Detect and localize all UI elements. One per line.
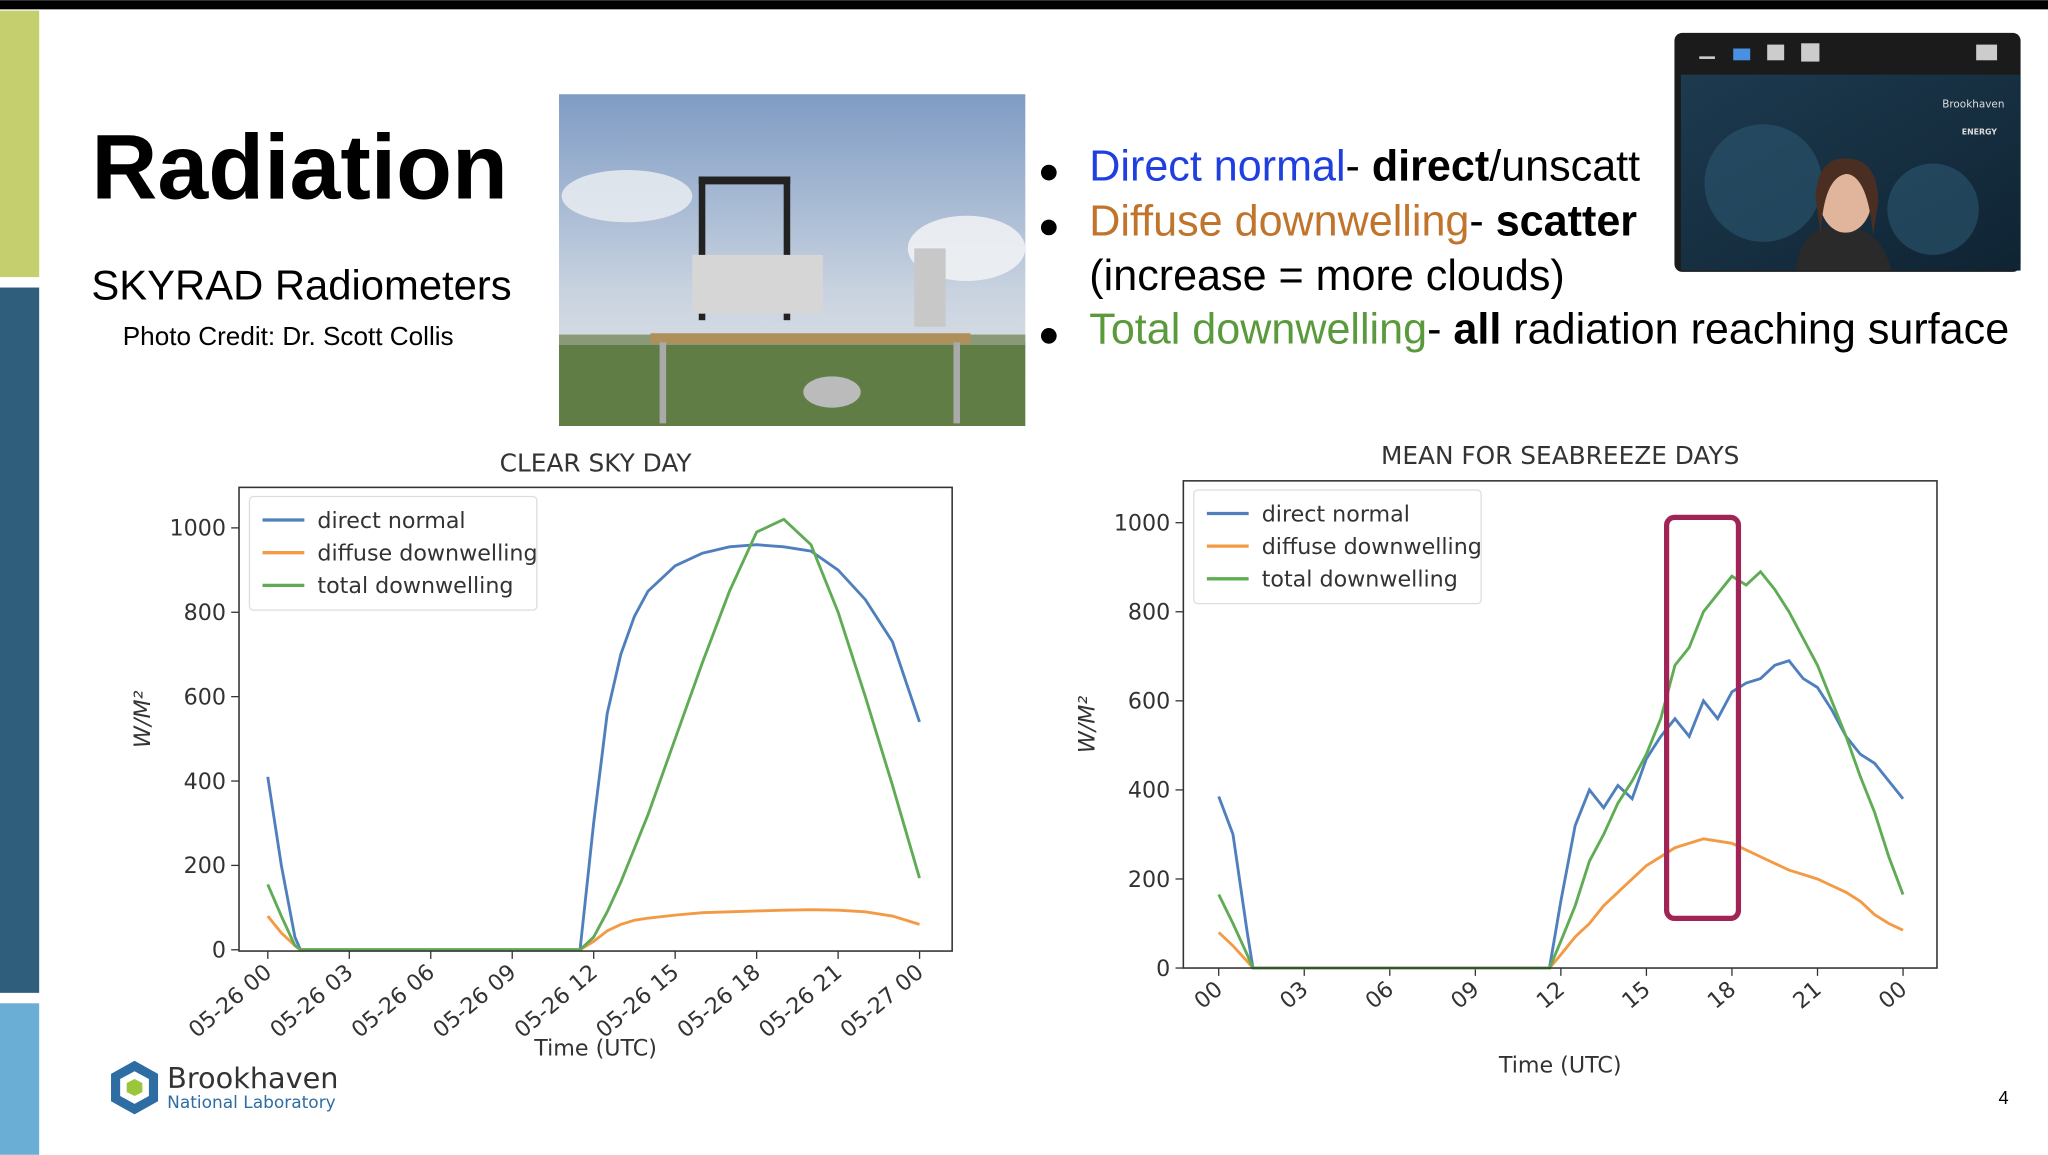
y-tick-label: 1000	[1114, 511, 1170, 537]
bullet: Direct normal- direct/unscatt	[1089, 142, 1640, 190]
plot-frame	[1182, 480, 1938, 969]
legend-label: diffuse downwelling	[1262, 534, 1482, 560]
logo: Brookhaven National Laboratory	[111, 1060, 339, 1115]
x-axis-label: Time (UTC)	[1498, 1053, 1622, 1079]
series-line	[266, 517, 921, 952]
y-axis-label: W/M²	[1075, 696, 1101, 754]
bullet-segment: direct	[1372, 142, 1489, 190]
credit: Photo Credit: Dr. Scott Collis	[123, 321, 454, 351]
y-tick-label: 0	[212, 938, 226, 964]
x-tick-label: 00	[1874, 976, 1912, 1014]
y-axis-label: W/M²	[130, 690, 156, 748]
x-tick-label: 05-26 00	[184, 959, 277, 1043]
bullet: Diffuse downwelling- scatter	[1089, 197, 1637, 245]
side-bar	[0, 287, 40, 993]
x-axis-label: Time (UTC)	[533, 1036, 657, 1062]
x-tick-label: 06	[1361, 976, 1399, 1014]
bullet-segment: -	[1346, 142, 1372, 190]
x-tick-label: 12	[1532, 976, 1570, 1014]
x-tick-label: 05-26 18	[673, 959, 766, 1043]
x-tick-label: 00	[1189, 976, 1227, 1014]
bullet-segment: -	[1427, 306, 1453, 354]
subtitle: SKYRAD Radiometers	[91, 261, 511, 308]
legend-label: direct normal	[1262, 501, 1410, 527]
x-tick-label: 09	[1446, 976, 1484, 1014]
x-tick-label: 03	[1275, 976, 1313, 1014]
x-tick-label: 05-26 03	[265, 959, 358, 1043]
legend-box	[1193, 489, 1482, 605]
x-tick-label: 05-26 12	[510, 959, 603, 1043]
bullet-segment: /unscatt	[1489, 142, 1640, 190]
chart: MEAN FOR SEABREEZE DAYS 0 200 400 600 800 1000…	[1075, 441, 1938, 1079]
photo	[559, 94, 1026, 426]
bullet-continuation: (increase = more clouds)	[1089, 252, 1564, 300]
y-tick-label: 200	[184, 853, 226, 879]
top-bar	[0, 0, 2048, 10]
legend-label: total downwelling	[317, 573, 513, 599]
y-tick-label: 1000	[169, 516, 225, 542]
bullet-segment: Total downwelling	[1089, 306, 1427, 354]
y-tick-label: 800	[184, 600, 226, 626]
x-tick-label: 15	[1617, 976, 1655, 1014]
plot-frame	[238, 486, 953, 952]
chart-title: MEAN FOR SEABREEZE DAYS	[1381, 441, 1739, 470]
side-bar	[0, 1003, 40, 1155]
legend-label: direct normal	[317, 508, 465, 534]
slide-title: Radiation	[91, 117, 507, 219]
x-tick-label: 05-27 00	[836, 959, 929, 1043]
bullets: Direct normal- direct/unscatt Diffuse do…	[1040, 142, 2009, 354]
x-tick-label: 05-26 15	[591, 959, 684, 1043]
y-tick-label: 600	[1128, 689, 1170, 715]
video-logo: Brookhaven	[1942, 98, 2004, 110]
y-tick-label: 800	[1128, 600, 1170, 626]
highlight-box	[1663, 514, 1742, 922]
logo-name: Brookhaven	[167, 1061, 338, 1095]
bullet-segment: scatter	[1496, 197, 1638, 245]
x-tick-label: 05-26 09	[428, 959, 521, 1043]
series-line	[266, 908, 920, 952]
logo-sub: National Laboratory	[167, 1093, 336, 1113]
bullet-segment: Diffuse downwelling	[1089, 197, 1469, 245]
x-tick-label: 05-26 06	[347, 959, 440, 1043]
chart-title: CLEAR SKY DAY	[500, 449, 693, 478]
legend-box	[248, 495, 538, 611]
video-badge: ENERGY	[1962, 128, 1998, 137]
x-tick-label: 18	[1703, 976, 1741, 1014]
legend-label: diffuse downwelling	[317, 541, 537, 567]
side-bar	[0, 10, 40, 278]
series-line	[1217, 659, 1905, 970]
video-overlay: Brookhaven ENERGY	[1674, 32, 2021, 272]
y-tick-label: 600	[184, 684, 226, 710]
bullet-segment: all	[1453, 306, 1501, 354]
y-tick-label: 400	[1128, 778, 1170, 804]
bullet-segment: radiation reaching surface	[1501, 306, 2009, 354]
legend-label: total downwelling	[1262, 567, 1458, 593]
bullet: Total downwelling- all radiation reachin…	[1089, 306, 2009, 354]
page-number: 4	[1999, 1087, 2009, 1108]
x-tick-label: 21	[1788, 976, 1826, 1014]
bullet-segment: -	[1469, 197, 1495, 245]
y-tick-label: 0	[1156, 956, 1170, 982]
y-tick-label: 400	[184, 769, 226, 795]
y-tick-label: 200	[1128, 867, 1170, 893]
x-tick-label: 05-26 21	[754, 959, 847, 1043]
bullet-segment: Direct normal	[1089, 142, 1345, 190]
